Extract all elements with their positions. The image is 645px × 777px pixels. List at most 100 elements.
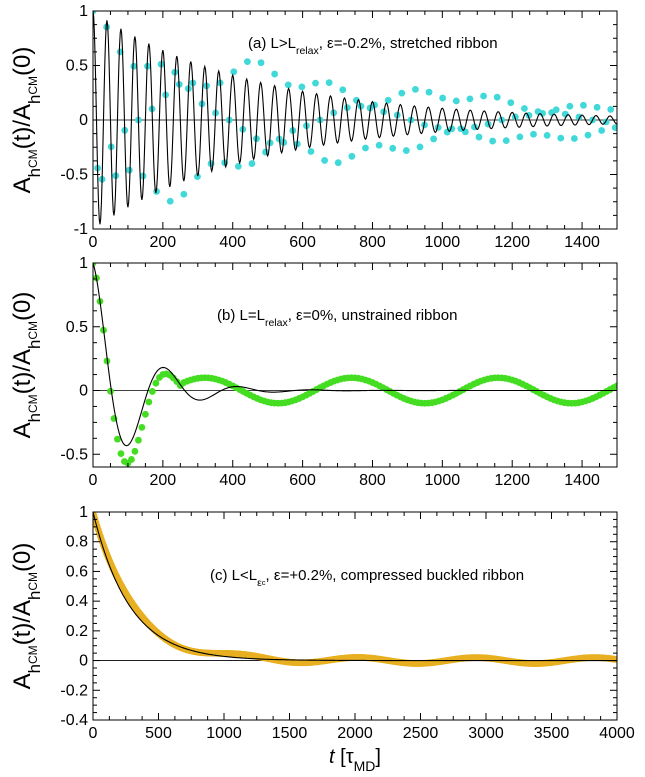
- x-tick-label: 3500: [534, 725, 570, 742]
- data-point: [244, 58, 251, 66]
- data-point: [362, 144, 369, 152]
- data-point: [128, 456, 135, 463]
- data-point: [452, 97, 460, 105]
- data-point: [584, 131, 592, 139]
- data-point: [466, 95, 474, 103]
- panel-b: 0 200 400 600 800 1000 1200 1400-0.500.51(b) L=…: [9, 255, 618, 489]
- x-tick-label: 1500: [272, 725, 308, 742]
- x-tick-label: 1200: [494, 234, 530, 251]
- x-tick-label: 200: [150, 472, 177, 489]
- data-point: [271, 70, 279, 78]
- x-tick-label: 0: [89, 472, 98, 489]
- plot-frame: [92, 262, 618, 468]
- data-point: [461, 128, 469, 136]
- data-point: [570, 135, 578, 142]
- data-point: [611, 124, 617, 132]
- panel-annotation: (a) L>Lrelax, ε=-0.2%, stretched ribbon: [248, 35, 498, 57]
- y-tick-label: 0: [79, 112, 88, 129]
- y-tick-label: 0.5: [66, 58, 88, 75]
- x-tick-label: 200: [150, 234, 177, 251]
- y-tick-label: 0.5: [66, 319, 88, 336]
- data-point: [507, 99, 515, 107]
- x-tick-label: 2500: [403, 725, 439, 742]
- data-point: [425, 88, 433, 96]
- panel-annotation: (b) L=Lrelax, ε=0%, unstrained ribbon: [217, 307, 457, 329]
- data-point: [230, 68, 238, 76]
- data-point: [114, 435, 121, 443]
- x-tick-label: 0: [89, 234, 98, 251]
- plot-area: [93, 512, 617, 667]
- data-point: [353, 96, 360, 104]
- data-point: [475, 133, 483, 141]
- data-point: [312, 79, 319, 87]
- data-point: [598, 127, 606, 134]
- data-point: [180, 190, 188, 198]
- data-point: [307, 148, 315, 155]
- x-tick-label: 500: [145, 725, 172, 742]
- data-point: [552, 106, 560, 114]
- data-point: [402, 147, 410, 154]
- y-tick-label: -0.5: [60, 167, 88, 184]
- data-point: [543, 131, 551, 139]
- y-tick-label: -1: [74, 221, 88, 238]
- data-point: [493, 93, 501, 101]
- data-point: [148, 388, 156, 395]
- data-point: [131, 447, 139, 455]
- data-point: [321, 157, 329, 164]
- y-axis-title: AhCM(t)/AhCM(0): [9, 292, 44, 439]
- x-tick-label: 2000: [337, 725, 373, 742]
- data-point: [343, 104, 351, 112]
- data-point: [416, 143, 424, 151]
- data-point: [557, 134, 565, 142]
- data-point: [593, 103, 601, 111]
- y-tick-label: 0.2: [66, 623, 88, 640]
- y-tick-label: -0.5: [60, 446, 88, 463]
- plot-area: [93, 263, 617, 467]
- x-tick-label: 1200: [494, 472, 530, 489]
- data-point: [502, 137, 510, 145]
- data-point: [339, 86, 347, 94]
- data-point: [139, 172, 147, 180]
- panel-annotation: (c) L<Lεc, ε=+0.2%, compressed buckled r…: [210, 567, 524, 589]
- data-point: [566, 102, 574, 110]
- data-point: [138, 424, 146, 431]
- data-point: [580, 101, 587, 109]
- data-point: [142, 410, 149, 418]
- data-point: [489, 137, 497, 145]
- data-point: [613, 382, 617, 390]
- data-point: [561, 110, 569, 118]
- y-tick-label: -0.4: [60, 712, 88, 729]
- y-axis-title: AhCM(t)/AhCM(0): [9, 543, 44, 690]
- data-point: [430, 135, 437, 143]
- x-tick-label: 3000: [468, 725, 504, 742]
- data-point: [348, 152, 356, 160]
- data-point: [375, 141, 383, 149]
- y-tick-label: 0: [79, 383, 88, 400]
- data-point: [152, 379, 160, 387]
- data-point: [521, 105, 528, 112]
- panel-c: 0 500 1000 1500 2000 2500 3000 3500 4000 -0.4 -0.2…: [9, 504, 635, 774]
- data-point: [357, 102, 365, 110]
- data-point: [284, 81, 292, 89]
- y-axis-title: AhCM(t)/AhCM(0): [9, 47, 44, 194]
- series-line: [93, 263, 617, 447]
- x-tick-label: 4000: [599, 725, 635, 742]
- x-tick-label: 800: [359, 234, 386, 251]
- data-point: [135, 436, 142, 444]
- x-tick-label: 1000: [206, 725, 242, 742]
- data-point: [334, 159, 342, 167]
- data-point: [480, 92, 487, 100]
- panel-a: 0 200 400 600 800 1000 1200 1400 -1 -0.5 0 0.5 1 (a) …: [9, 3, 618, 251]
- data-point: [166, 197, 174, 205]
- y-tick-label: 0.8: [66, 534, 88, 551]
- data-point: [145, 398, 153, 406]
- plot-frame: [92, 511, 618, 721]
- plot-area: [93, 11, 617, 225]
- x-tick-label: 1000: [425, 234, 461, 251]
- y-tick-label: 1: [79, 255, 88, 272]
- data-point: [130, 62, 138, 70]
- data-point: [607, 106, 615, 113]
- x-tick-label: 800: [359, 472, 386, 489]
- x-tick-label: 600: [289, 472, 316, 489]
